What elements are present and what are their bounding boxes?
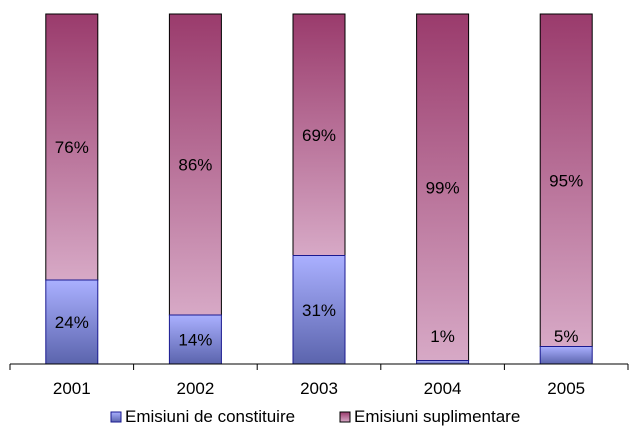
bar-emisiuni-de-constituire-2002 — [168, 314, 222, 365]
data-label-emisiuni-de-constituire-2002: 14% — [178, 331, 212, 350]
data-label-emisiuni-suplimentare-2001: 76% — [55, 138, 89, 157]
bar-emisiuni-suplimentare-2001 — [45, 13, 99, 281]
bars-group — [45, 13, 593, 365]
bar-emisiuni-de-constituire-2005 — [539, 346, 593, 365]
data-label-emisiuni-suplimentare-2005: 95% — [549, 171, 583, 190]
bar-emisiuni-de-constituire-2004 — [416, 360, 470, 365]
x-tick-label-2002: 2002 — [176, 379, 214, 398]
legend-label-emisiuni-de-constituire: Emisiuni de constituire — [125, 407, 295, 426]
x-tick-label-2004: 2004 — [424, 379, 462, 398]
legend: Emisiuni de constituire Emisiuni suplime… — [110, 407, 520, 426]
data-label-emisiuni-de-constituire-2005: 5% — [554, 327, 579, 346]
legend-swatch-emisiuni-de-constituire — [110, 411, 122, 423]
x-tick-label-2001: 2001 — [53, 379, 91, 398]
data-label-emisiuni-suplimentare-2004: 99% — [426, 178, 460, 197]
bar-emisiuni-suplimentare-2002 — [168, 13, 222, 316]
bar-emisiuni-de-constituire-2003 — [292, 255, 346, 365]
bar-emisiuni-suplimentare-2005 — [539, 13, 593, 347]
bar-emisiuni-suplimentare-2003 — [292, 13, 346, 256]
legend-label-emisiuni-suplimentare: Emisiuni suplimentare — [354, 407, 520, 426]
data-labels-group: 24% 76% 14% 86% 31% 69% 1% 99% 5% 95% — [55, 126, 583, 350]
data-label-emisiuni-de-constituire-2003: 31% — [302, 301, 336, 320]
data-label-emisiuni-suplimentare-2003: 69% — [302, 126, 336, 145]
data-label-emisiuni-de-constituire-2004: 1% — [430, 327, 455, 346]
data-label-emisiuni-suplimentare-2002: 86% — [178, 156, 212, 175]
x-tick-label-2005: 2005 — [547, 379, 585, 398]
bar-emisiuni-de-constituire-2001 — [45, 279, 99, 365]
legend-swatch-emisiuni-suplimentare — [339, 411, 351, 423]
data-label-emisiuni-de-constituire-2001: 24% — [55, 313, 89, 332]
x-axis: 2001 2002 2003 2004 2005 — [9, 363, 629, 398]
x-tick-label-2003: 2003 — [300, 379, 338, 398]
